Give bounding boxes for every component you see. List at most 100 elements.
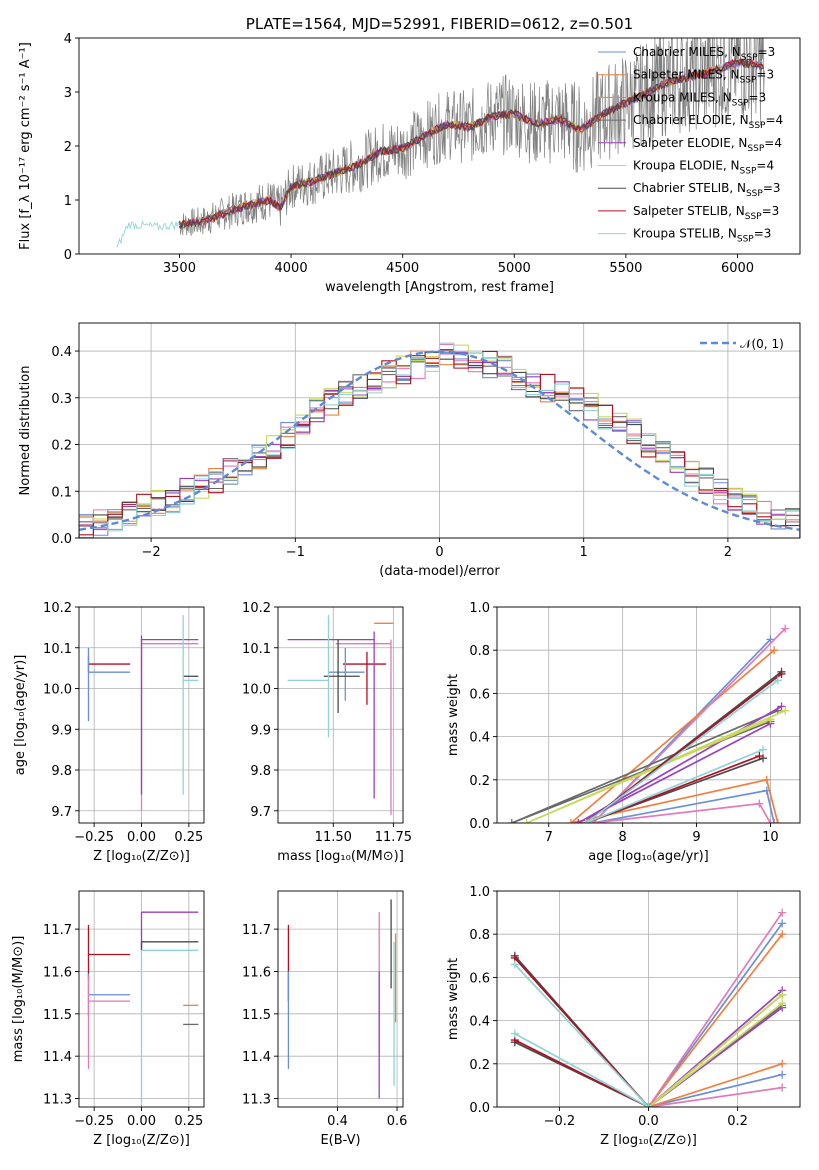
tick-label-y: 11.3 xyxy=(242,1093,271,1108)
tick-label-y: 2 xyxy=(64,140,72,155)
weight-series-1 xyxy=(570,649,779,823)
weight-marker xyxy=(755,799,764,808)
axes-frame xyxy=(78,37,801,255)
legend: Chabrier MILES, NSSP=3 Salpeter MILES, NS… xyxy=(598,45,783,245)
tick-label-y: 0.2 xyxy=(469,774,490,789)
y-axis-label: Flux [f_λ 10⁻¹⁷ erg cm⁻² s⁻¹ A⁻¹] xyxy=(18,42,33,250)
weight-series-2 xyxy=(647,912,783,1107)
tick-label-y: 11.5 xyxy=(43,1008,72,1023)
errorbar-point xyxy=(140,911,199,951)
tick-label-y: 11.6 xyxy=(242,965,271,980)
tick-label-y: 0.2 xyxy=(469,1058,490,1073)
panel-residuals: −2 −1 0 1 2 0.0 0.1 0.2 0.3 0.4 (data-model)/error… xyxy=(18,322,801,579)
weight-series-6 xyxy=(585,671,783,823)
panel-weight_vs_age: 7 8 9 10 0.0 0.2 0.4 0.6 0.8 1.0 age [log₁₀(age/yr… xyxy=(446,601,801,864)
weight-marker xyxy=(574,819,583,823)
tick-label-x: −0.25 xyxy=(74,830,114,845)
tick-label-y: 0.3 xyxy=(51,392,72,407)
weight-series-4 xyxy=(577,705,782,823)
weight-marker xyxy=(773,819,782,823)
axes-frame xyxy=(496,890,801,1108)
weight-series-5 xyxy=(647,994,783,1107)
normal-curve xyxy=(79,350,800,531)
tick-label-x: 0.25 xyxy=(174,1114,203,1129)
weight-series-7 xyxy=(585,673,783,823)
errorbar-point xyxy=(328,647,365,701)
tick-label-y: 0.4 xyxy=(469,1015,490,1030)
tick-label-x: 0.2 xyxy=(727,1114,748,1129)
weight-marker xyxy=(581,819,590,823)
legend-entry: Kroupa MILES, NSSP=3 xyxy=(633,90,766,108)
tick-label-x: 11.50 xyxy=(315,830,352,845)
tick-label-y: 0.8 xyxy=(469,644,490,659)
panel-spectrum: 3500 4000 4500 5000 5500 6000 0 1 2 3 4 wavelength … xyxy=(18,15,801,295)
errorbar-point xyxy=(335,639,392,815)
tick-label-x: 0.6 xyxy=(387,1114,408,1129)
weight-marker xyxy=(777,669,786,678)
weight-marker xyxy=(759,745,768,754)
tick-label-y: 0.6 xyxy=(469,971,490,986)
axes-frame xyxy=(78,606,205,824)
weight-marker xyxy=(770,819,779,823)
tick-label-x: 2 xyxy=(724,545,732,560)
plot-area-mass_vs_ebv xyxy=(287,899,397,1099)
tick-label-x: 0 xyxy=(435,545,443,560)
plot-area-weight_vs_age xyxy=(507,624,790,823)
tick-label-y: 3 xyxy=(64,86,72,101)
plot-area-weight_vs_Z xyxy=(510,908,787,1107)
legend-entry: Salpeter STELIB, NSSP=3 xyxy=(633,204,779,222)
weight-series-7 xyxy=(514,957,650,1107)
tick-label-y: 0.0 xyxy=(51,532,72,547)
weight-marker xyxy=(762,775,771,784)
tick-label-y: 11.5 xyxy=(242,1008,271,1023)
tick-label-x: 9 xyxy=(692,830,700,845)
weight-marker xyxy=(755,752,764,761)
tick-label-y: 0.2 xyxy=(51,439,72,454)
legend-entry: Salpeter MILES, NSSP=3 xyxy=(633,68,774,86)
weight-marker xyxy=(778,1059,787,1068)
errorbar-point xyxy=(87,924,131,980)
chart-title: PLATE=1564, MJD=52991, FIBERID=0612, z=0… xyxy=(246,15,633,33)
panel-mass_vs_Z: −0.25 0.00 0.25 11.3 11.4 11.5 11.6 11.7 Z [log₁… xyxy=(11,890,205,1148)
weight-marker xyxy=(766,715,775,724)
weight-marker xyxy=(644,1103,653,1107)
x-axis-label: E(B-V) xyxy=(320,1133,360,1148)
histogram-series-8 xyxy=(79,342,800,538)
plot-area-mass_vs_Z xyxy=(87,911,199,1103)
tick-label-y: 11.7 xyxy=(43,923,72,938)
x-axis-label: Z [log₁₀(Z/Z⊙)] xyxy=(93,849,190,864)
legend-entry: Chabrier STELIB, NSSP=3 xyxy=(633,181,781,199)
errorbar-point xyxy=(87,655,131,673)
tick-label-y: 0.8 xyxy=(469,928,490,943)
tick-label-y: 10.2 xyxy=(43,601,72,616)
weight-marker xyxy=(778,999,787,1008)
weight-marker xyxy=(778,908,787,917)
observed-spectrum-line xyxy=(179,38,765,236)
tick-label-x: −1 xyxy=(286,545,305,560)
weight-marker xyxy=(778,1070,787,1079)
tick-label-y: 1.0 xyxy=(469,885,490,900)
errorbar-point xyxy=(87,975,131,1069)
tick-label-y: 11.4 xyxy=(242,1050,271,1065)
tick-label-y: 9.7 xyxy=(51,805,72,820)
y-axis-label: mass weight xyxy=(446,674,461,756)
x-axis-label: Z [log₁₀(Z/Z⊙)] xyxy=(600,1133,697,1148)
weight-series-0 xyxy=(591,638,775,823)
y-axis-label: Normed distribution xyxy=(18,366,33,496)
plot-area-age_vs_mass xyxy=(287,615,394,815)
tick-label-y: 11.7 xyxy=(242,923,271,938)
errorbar-point xyxy=(87,973,131,1016)
tick-label-x: 0.00 xyxy=(127,830,156,845)
panel-age_vs_mass: 11.50 11.75 9.7 9.8 9.9 10.0 10.1 10.2 mass [log… xyxy=(242,601,412,864)
weight-marker xyxy=(566,819,575,823)
tick-label-y: 1.0 xyxy=(469,601,490,616)
weight-series-6 xyxy=(514,955,650,1107)
weight-marker xyxy=(510,1029,519,1038)
tick-label-x: 1 xyxy=(580,545,588,560)
panel-mass_vs_ebv: 0.4 0.6 11.3 11.4 11.5 11.6 11.7 E(B-V) xyxy=(242,890,408,1148)
tick-label-x: 4500 xyxy=(386,261,419,276)
errorbar-point xyxy=(323,639,360,713)
tick-label-y: 0.0 xyxy=(469,1101,490,1116)
errorbar-point xyxy=(140,949,199,1103)
panel-age_vs_Z: −0.25 0.00 0.25 9.7 9.8 9.9 10.0 10.1 10.2 Z [log… xyxy=(13,601,205,864)
